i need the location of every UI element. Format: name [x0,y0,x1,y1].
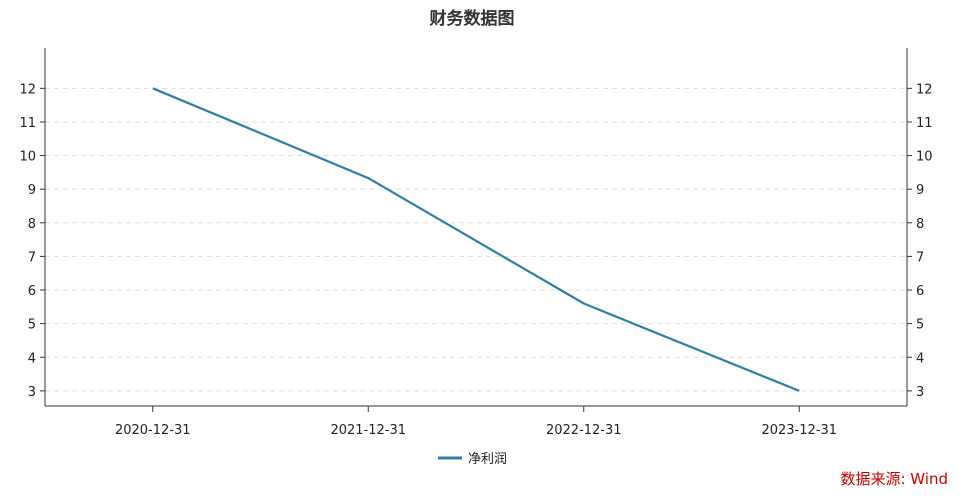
x-tick-label: 2021-12-31 [330,423,406,438]
axes: 3 3 4 4 5 5 6 6 7 7 8 8 9 9 10 10 11 11 12 12 2020-12-31 2021… [19,48,933,438]
y-tick-label-right: 6 [916,284,924,299]
series-line [152,87,800,392]
legend: 净利润 [438,452,507,467]
y-tick-label-left: 6 [28,284,36,299]
legend-label: 净利润 [468,452,507,467]
y-tick-label-left: 10 [19,150,36,165]
series-layer [152,87,800,392]
y-tick-label-right: 11 [916,116,933,131]
y-tick-label-left: 3 [28,385,36,400]
chart-title: 财务数据图 [429,8,515,29]
y-tick-label-right: 12 [916,82,933,97]
data-source-label: 数据来源: Wind [840,470,948,488]
y-tick-label-right: 9 [916,183,924,198]
y-tick-label-left: 9 [28,183,36,198]
y-tick-label-right: 5 [916,318,924,333]
x-tick-label: 2022-12-31 [546,423,622,438]
y-tick-label-right: 8 [916,217,924,232]
x-tick-label: 2020-12-31 [115,423,191,438]
y-tick-label-right: 10 [916,150,933,165]
y-tick-label-left: 8 [28,217,36,232]
y-tick-label-left: 12 [19,82,36,97]
y-tick-label-left: 5 [28,318,36,333]
y-tick-label-right: 3 [916,385,924,400]
y-tick-label-right: 4 [916,351,924,366]
y-tick-label-right: 7 [916,250,924,265]
y-tick-label-left: 11 [19,116,36,131]
y-tick-label-left: 7 [28,250,36,265]
y-tick-label-left: 4 [28,351,36,366]
x-tick-label: 2023-12-31 [761,423,837,438]
